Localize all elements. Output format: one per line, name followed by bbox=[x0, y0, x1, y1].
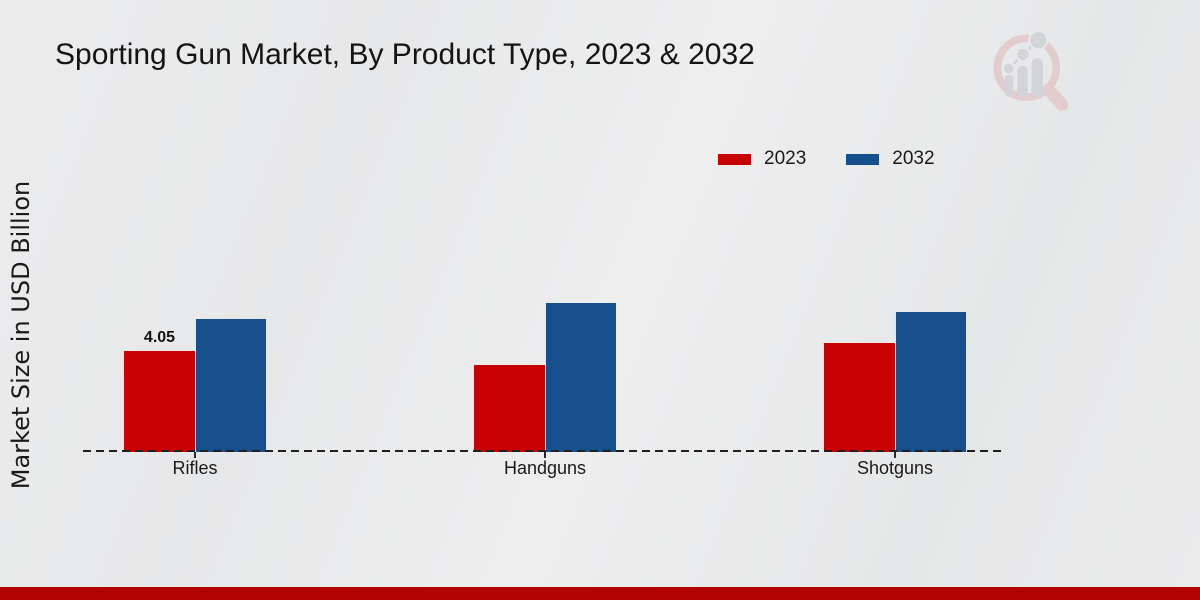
legend-swatch-2023 bbox=[718, 153, 751, 165]
bar-rifles-2023 bbox=[124, 351, 195, 452]
legend-label: 2032 bbox=[892, 148, 935, 169]
bar-value-label: 4.05 bbox=[143, 329, 176, 346]
bar-rifles-2032 bbox=[195, 319, 266, 452]
x-axis-tick bbox=[194, 452, 196, 458]
magnifier-bar-chart-logo bbox=[993, 30, 1069, 111]
x-axis-baseline bbox=[83, 450, 1005, 452]
magnifier-handle-icon bbox=[1042, 83, 1069, 111]
legend-swatch-2032 bbox=[846, 153, 880, 165]
x-axis-tick bbox=[544, 452, 546, 458]
logo-dot-small-icon bbox=[1002, 62, 1016, 76]
x-axis-category-label: Rifles bbox=[172, 458, 218, 478]
x-axis-category-label: Handguns bbox=[503, 458, 587, 478]
logo-bar-medium-icon bbox=[1017, 65, 1028, 98]
bar-handguns-2032 bbox=[545, 303, 616, 452]
bar-handguns-2023 bbox=[474, 365, 545, 452]
legend-label: 2023 bbox=[764, 148, 807, 169]
legend-item-2023: 2023 bbox=[718, 148, 806, 170]
x-axis-tick bbox=[894, 452, 896, 458]
legend-item-2032: 2032 bbox=[846, 148, 935, 170]
logo-dot-medium-icon bbox=[1015, 46, 1031, 62]
magnifier-ring-icon bbox=[993, 34, 1061, 101]
bar-shotguns-2023 bbox=[824, 343, 895, 452]
legend: 2023 2032 bbox=[718, 148, 935, 170]
footer-accent-bar bbox=[0, 587, 1200, 600]
chart-title: Sporting Gun Market, By Product Type, 20… bbox=[55, 38, 755, 71]
x-axis-category-label: Shotguns bbox=[856, 458, 934, 478]
bar-shotguns-2032 bbox=[895, 312, 966, 452]
logo-bar-small-icon bbox=[1004, 74, 1014, 98]
logo-dot-large-icon bbox=[1028, 30, 1049, 51]
logo-bar-large-icon bbox=[1031, 58, 1043, 98]
